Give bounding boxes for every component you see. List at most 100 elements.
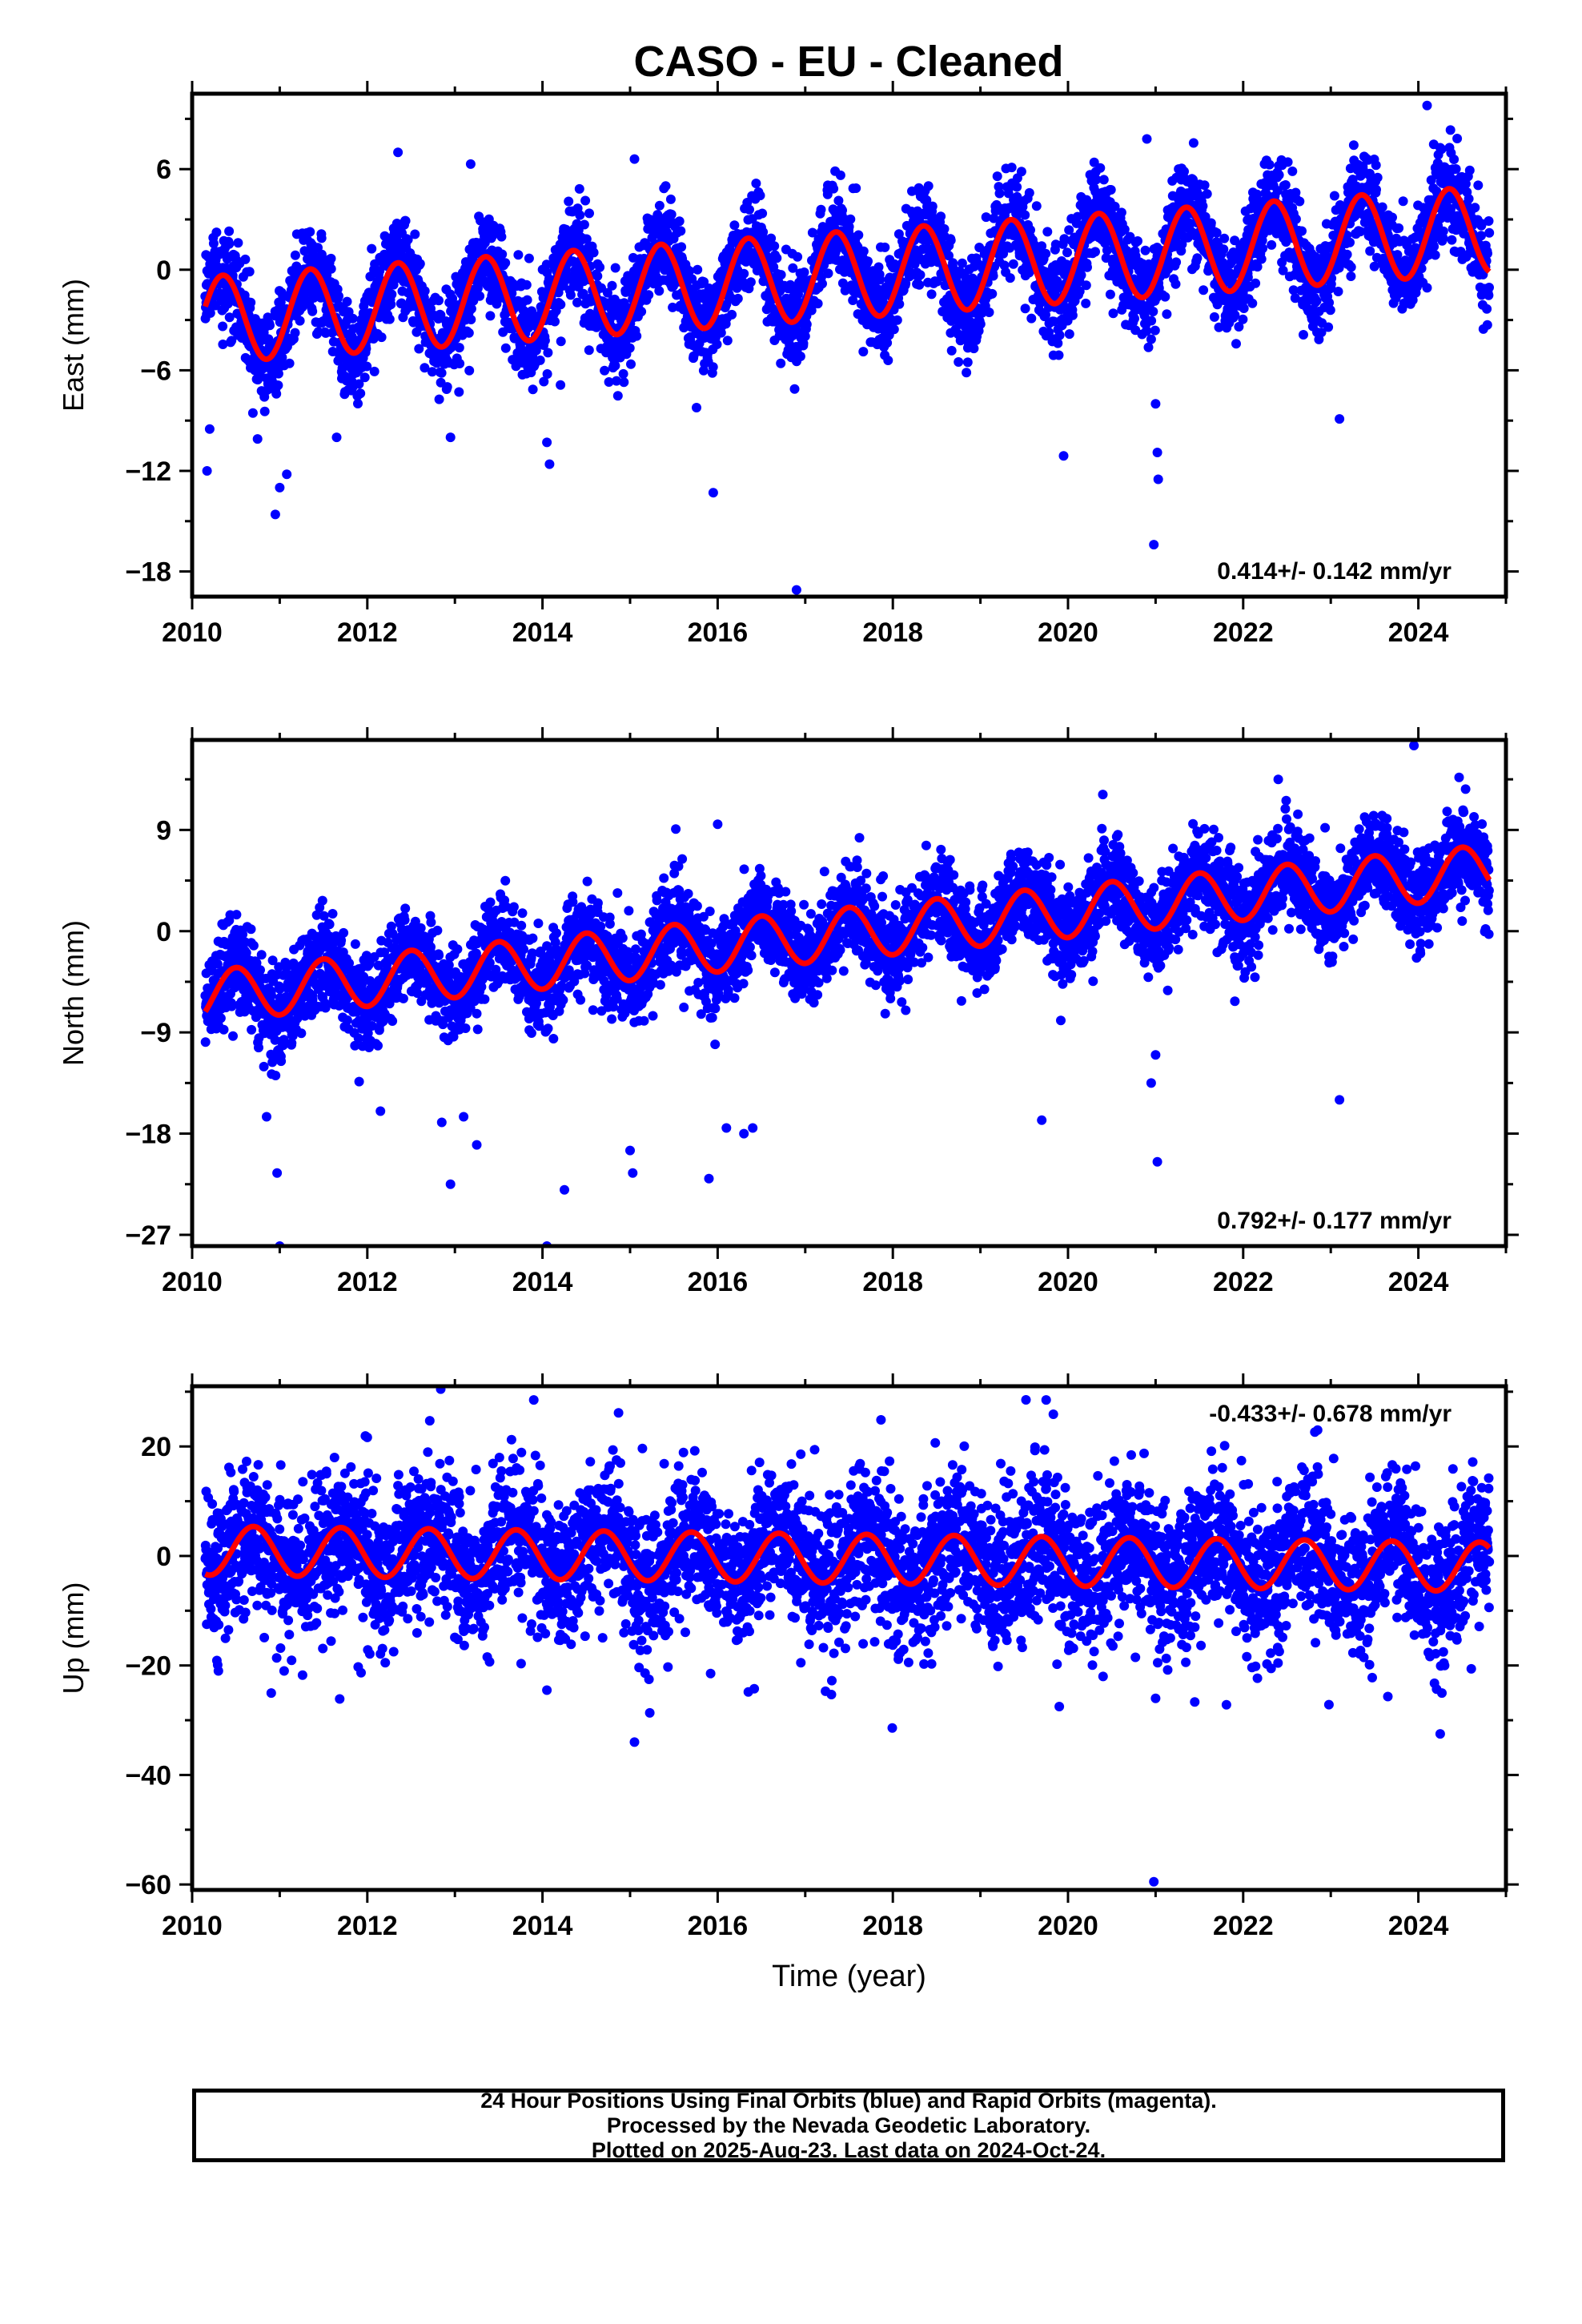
data-point: [1076, 270, 1086, 280]
data-point: [969, 344, 979, 354]
data-point: [1452, 134, 1463, 143]
data-point: [692, 403, 701, 412]
data-point: [604, 377, 614, 387]
data-point: [1299, 330, 1308, 340]
data-point: [347, 313, 358, 324]
data-point: [751, 179, 761, 188]
data-point: [475, 291, 485, 301]
data-point: [1372, 172, 1383, 183]
data-point: [1483, 248, 1492, 259]
data-point: [1398, 196, 1408, 207]
data-point: [528, 384, 538, 395]
data-point: [883, 356, 893, 365]
data-point: [1020, 304, 1030, 314]
east-y-axis-label: East (mm): [57, 279, 90, 412]
data-point: [894, 299, 905, 309]
data-point: [610, 360, 620, 371]
data-point: [1449, 155, 1460, 164]
data-point: [1171, 257, 1182, 267]
data-point: [1050, 239, 1061, 250]
data-point-outlier: [1149, 540, 1159, 550]
data-point: [1394, 223, 1404, 233]
data-point: [1192, 253, 1203, 263]
x-tick-label: 2024: [1388, 617, 1449, 648]
data-point: [833, 195, 844, 206]
data-point: [776, 270, 786, 280]
data-point: [962, 368, 972, 378]
data-point: [1026, 313, 1037, 324]
data-point: [1053, 338, 1063, 348]
data-point: [1122, 246, 1132, 256]
data-point: [252, 434, 263, 444]
data-point: [231, 910, 242, 920]
data-point: [1143, 342, 1154, 352]
east-model-curve: [203, 186, 1492, 363]
data-point: [1243, 272, 1253, 283]
data-point: [766, 233, 777, 243]
data-point: [1252, 262, 1263, 272]
data-point: [1044, 327, 1054, 337]
data-point: [733, 293, 743, 304]
y-tick-label: −18: [125, 557, 171, 588]
data-point: [644, 290, 654, 300]
data-point: [851, 183, 861, 193]
data-point: [946, 345, 957, 356]
data-point: [1170, 279, 1181, 289]
data-point: [367, 243, 377, 254]
data-point: [588, 247, 599, 258]
y-tick-label: 0: [156, 255, 171, 286]
data-point: [837, 205, 847, 215]
data-point: [466, 315, 476, 324]
data-point: [541, 259, 552, 270]
data-point: [1179, 167, 1189, 177]
data-point: [712, 340, 722, 349]
data-point-outlier: [1058, 451, 1069, 461]
data-point: [914, 279, 925, 290]
data-point: [420, 286, 430, 296]
data-point: [584, 345, 594, 356]
data-point: [247, 408, 258, 418]
data-point: [362, 361, 372, 372]
data-point: [1482, 320, 1492, 330]
data-point: [1054, 350, 1064, 360]
data-point: [1162, 309, 1172, 320]
data-point: [626, 359, 636, 369]
data-point: [793, 251, 803, 262]
data-point: [755, 191, 765, 201]
data-point: [1200, 211, 1211, 222]
data-point: [1106, 185, 1116, 195]
data-point: [556, 380, 566, 390]
data-point: [926, 289, 937, 300]
data-point: [863, 256, 873, 267]
data-point-outlier: [445, 432, 456, 443]
data-point: [817, 279, 827, 289]
data-point: [722, 336, 733, 346]
data-point: [384, 314, 395, 324]
data-point: [455, 359, 465, 368]
data-point: [1291, 214, 1301, 224]
data-point: [1287, 166, 1298, 176]
data-point: [1081, 280, 1091, 291]
data-point: [632, 331, 642, 341]
data-point: [233, 238, 243, 248]
data-point: [873, 262, 884, 272]
data-point: [200, 1037, 211, 1047]
data-point: [205, 308, 215, 318]
data-point: [500, 258, 511, 268]
data-point: [227, 336, 237, 346]
data-point: [1116, 207, 1126, 218]
data-point: [619, 377, 629, 388]
data-point: [1387, 212, 1397, 223]
data-point: [699, 277, 709, 287]
data-point: [1067, 310, 1078, 320]
data-point: [1231, 339, 1241, 349]
data-point: [858, 246, 869, 256]
data-point: [739, 268, 749, 279]
data-point: [1020, 210, 1030, 220]
data-point: [550, 316, 560, 327]
data-point: [727, 309, 737, 320]
data-point: [1460, 179, 1471, 189]
data-point: [1031, 201, 1042, 211]
data-point-outlier: [331, 432, 342, 443]
data-point: [923, 181, 934, 191]
